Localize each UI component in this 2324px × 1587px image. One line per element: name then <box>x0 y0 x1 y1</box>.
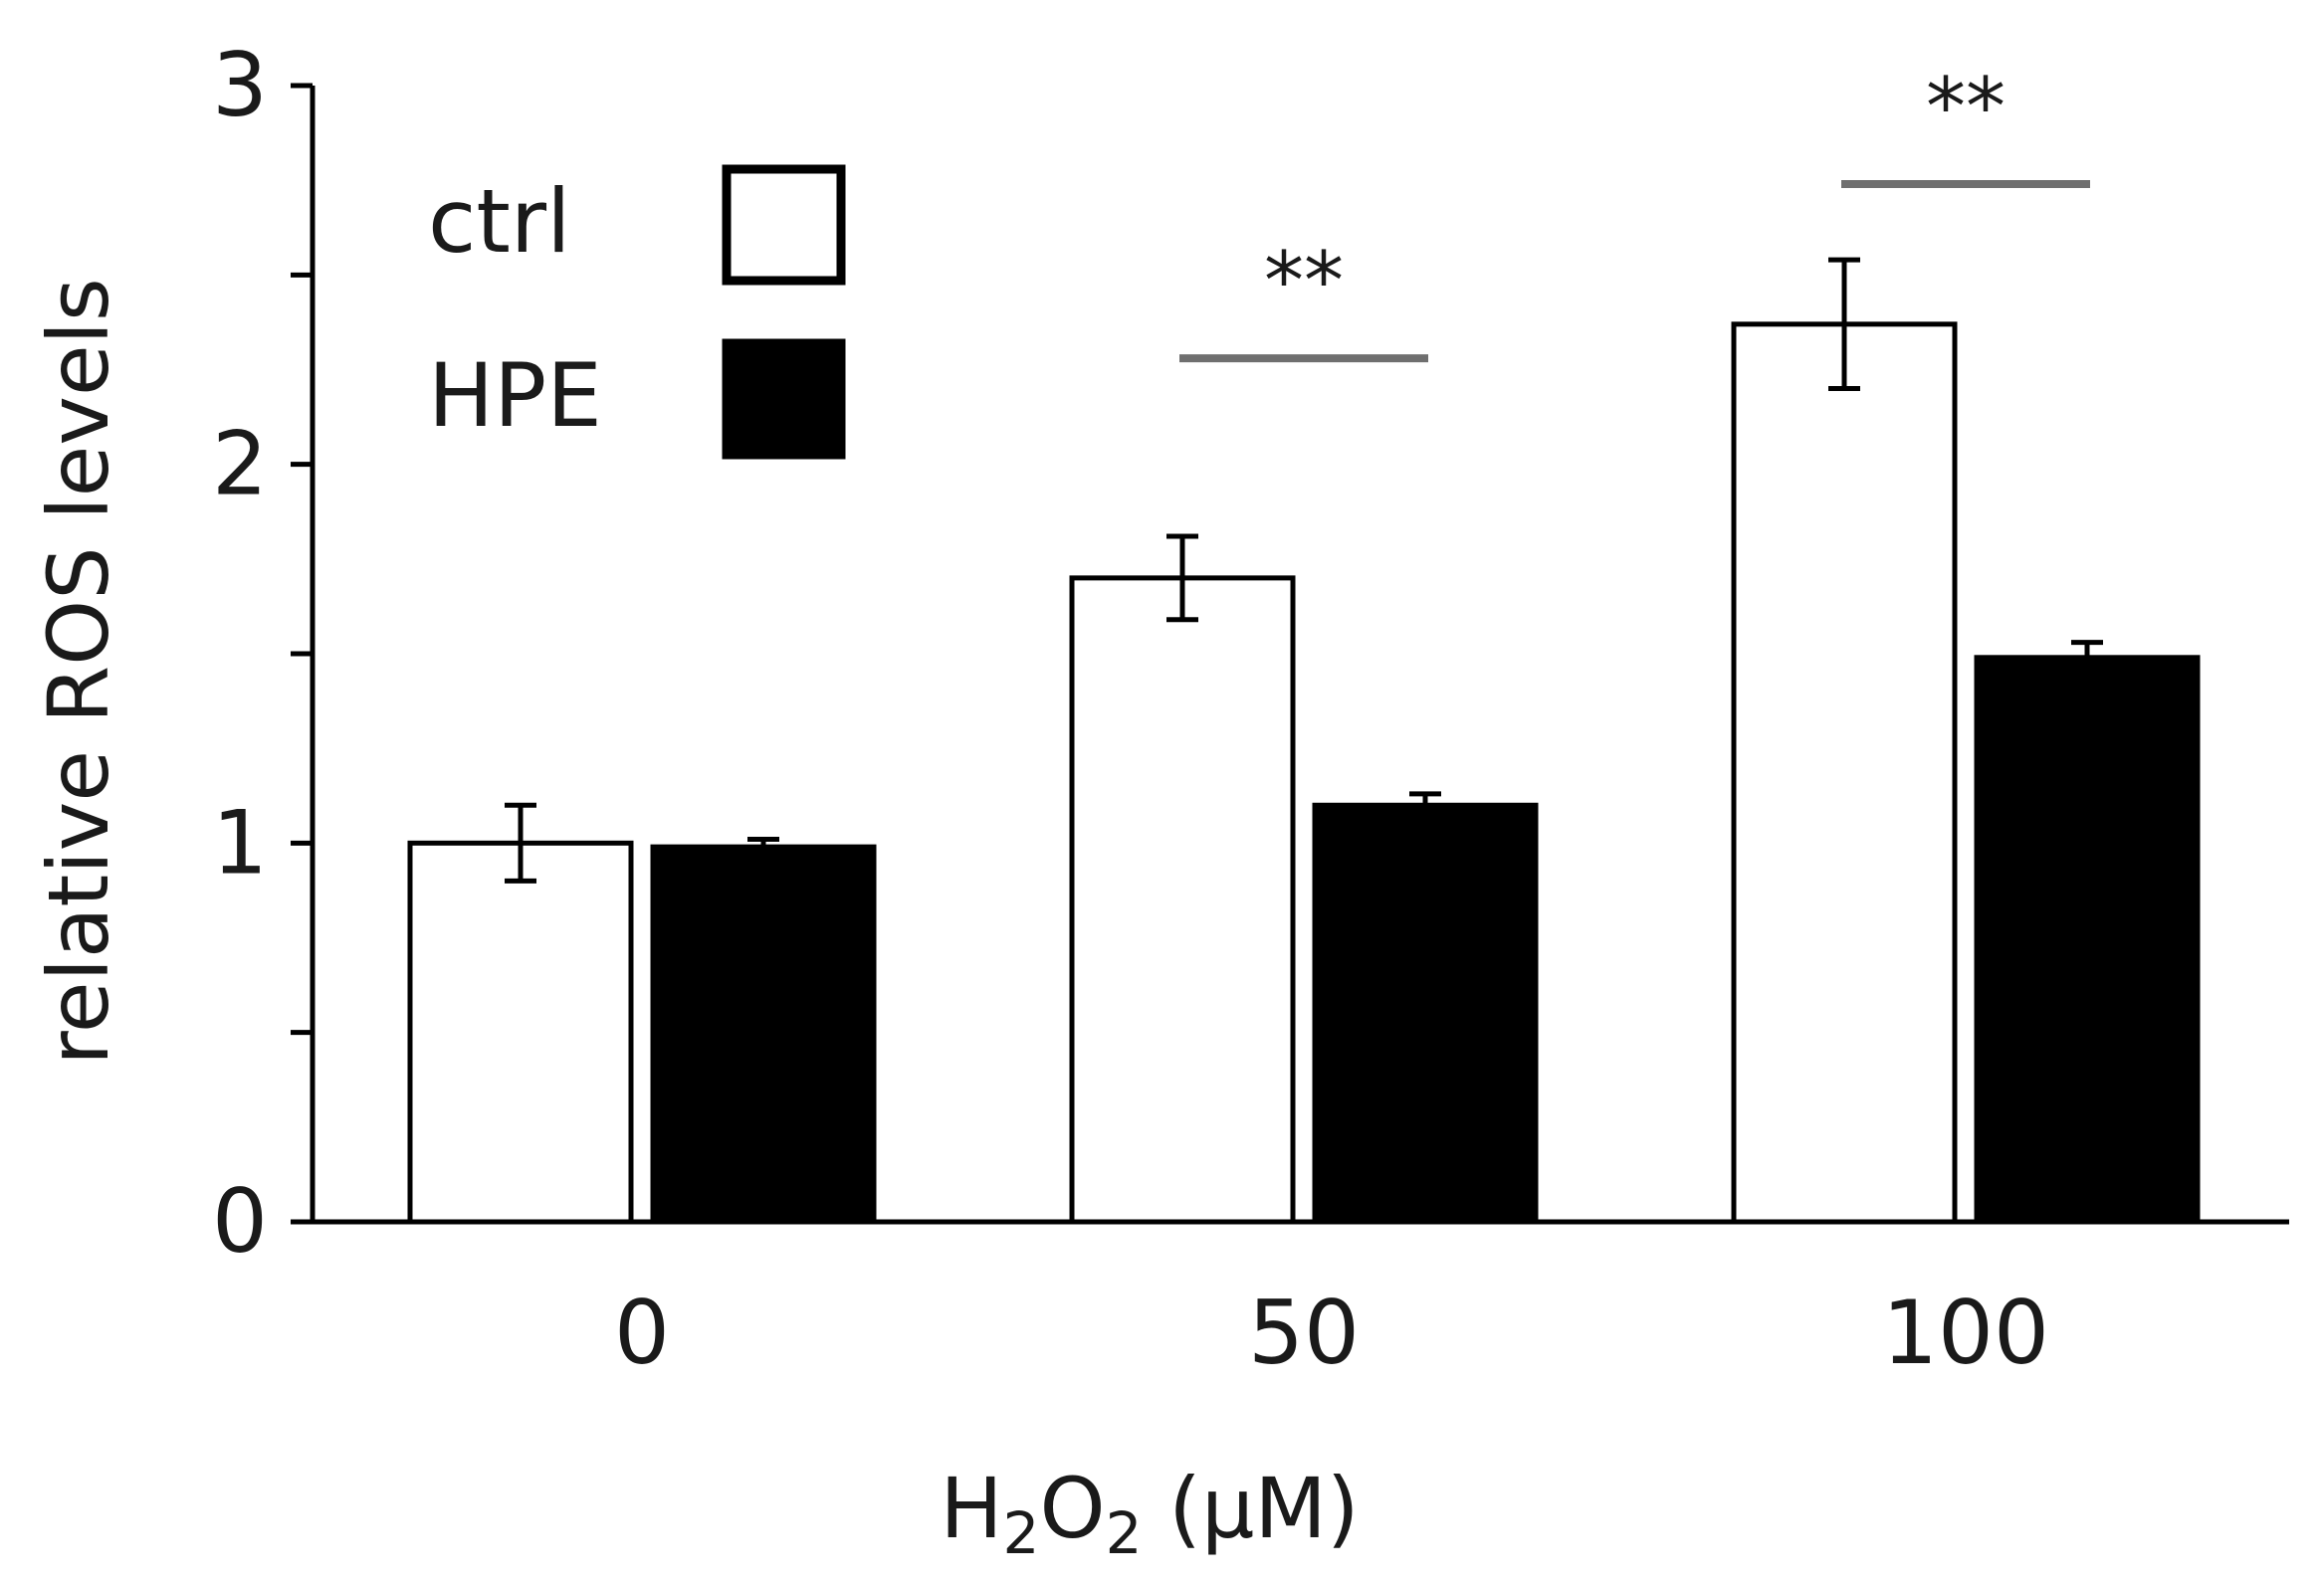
y-tick-label-2: 2 <box>212 413 268 515</box>
legend-swatch-hpe <box>722 338 846 460</box>
significance-label-0: ** <box>1264 235 1344 327</box>
bar-hpe-100 <box>1974 655 2201 1225</box>
bar-hpe-0 <box>650 844 877 1225</box>
y-tick-label-1: 1 <box>212 791 268 893</box>
x-tick-label-100: 100 <box>1882 1282 2049 1384</box>
significance-label-1: ** <box>1926 61 2006 153</box>
bars-layer <box>407 321 2201 1225</box>
bar-hpe-50 <box>1312 802 1539 1225</box>
y-axis-label: relative ROS levels <box>30 278 127 1066</box>
bar-ctrl-0 <box>407 840 634 1225</box>
x-tick-label-50: 50 <box>1248 1282 1360 1384</box>
x-axis-label-part: H <box>940 1460 1002 1557</box>
legend-label-ctrl: ctrl <box>428 170 571 273</box>
x-axis-label-subscript: 2 <box>1003 1499 1040 1567</box>
legend: ctrl HPE <box>428 164 846 460</box>
bar-ctrl-50 <box>1069 575 1296 1225</box>
y-tick-label-3: 3 <box>212 34 268 136</box>
y-tick-label-0: 0 <box>212 1170 268 1273</box>
x-axis-label-part: O <box>1039 1460 1105 1557</box>
x-axis-label-subscript: 2 <box>1106 1499 1143 1567</box>
x-axis-label: H2O2 (μM) <box>940 1460 1359 1567</box>
x-tick-label-0: 0 <box>614 1282 670 1384</box>
legend-label-hpe: HPE <box>428 344 602 447</box>
x-axis-label-part: (μM) <box>1142 1460 1359 1557</box>
bar-ctrl-100 <box>1731 321 1958 1225</box>
axes-layer: 0 1 2 3 0 50 100 <box>212 34 2289 1384</box>
legend-swatch-ctrl <box>722 164 846 286</box>
significance-layer: ** ** <box>1179 61 2090 363</box>
error-bars-layer <box>505 257 2103 884</box>
